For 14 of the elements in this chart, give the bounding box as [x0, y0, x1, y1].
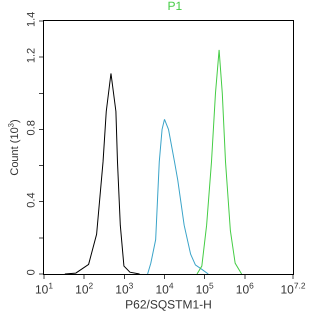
x-tick-label: 10$^{3}$ — [115, 280, 134, 296]
x-tick-label: 10$^{4}$ — [155, 280, 174, 296]
x-tick-label: 10$^{6}$ — [236, 280, 254, 296]
y-tick-label: 0 — [26, 269, 38, 276]
chart-title: P1 — [168, 0, 183, 14]
x-axis-title: P62/SQSTM1-H — [125, 297, 212, 312]
y-tick-label: 0.4 — [26, 192, 38, 208]
x-tick-label: 10$^{7.2}$ — [280, 280, 306, 296]
x-tick-label: 10$^{1}$ — [34, 280, 54, 296]
y-tick-label: 1.2 — [26, 48, 38, 64]
y-tick-label: 0.8 — [26, 120, 38, 136]
y-tick-label: 1.4 — [26, 12, 38, 27]
x-tick-label: 10$^{2}$ — [75, 280, 94, 296]
x-tick-label: 10$^{5}$ — [196, 280, 214, 296]
